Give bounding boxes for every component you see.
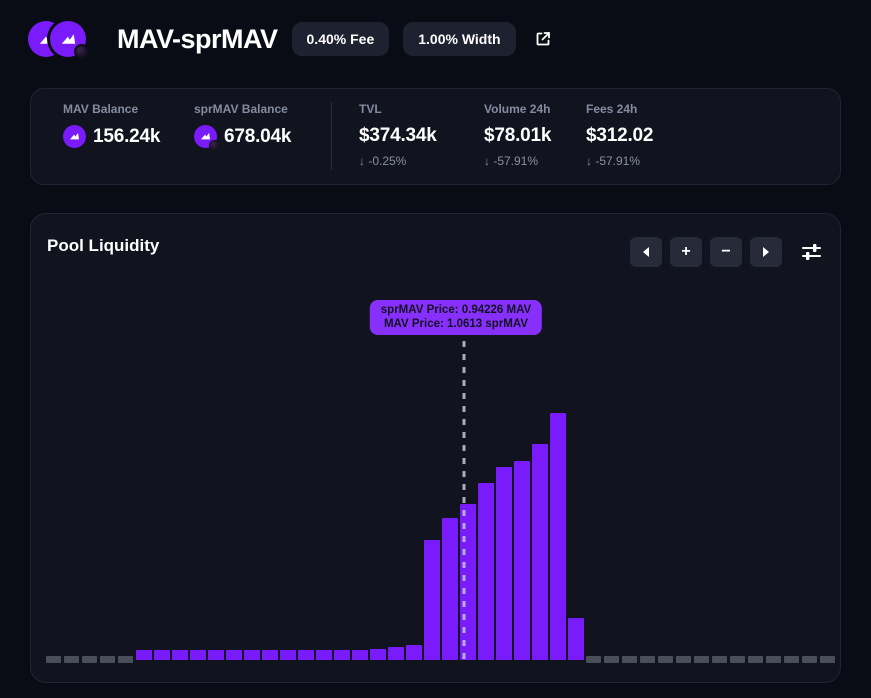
empty-bin[interactable] <box>784 656 799 663</box>
empty-bin[interactable] <box>802 656 817 663</box>
stats-divider <box>331 102 332 170</box>
liquidity-bin[interactable] <box>172 650 188 660</box>
empty-bin[interactable] <box>82 656 97 663</box>
liquidity-bin[interactable] <box>388 647 404 660</box>
empty-bin[interactable] <box>586 656 601 663</box>
stat-label: Fees 24h <box>586 102 638 116</box>
sprmav-token-icon <box>50 21 89 59</box>
liquidity-bin[interactable] <box>442 518 458 660</box>
chain-badge-icon <box>74 44 89 59</box>
tooltip-mav-price: MAV Price: 1.0613 sprMAV <box>383 317 529 330</box>
empty-bin[interactable] <box>730 656 745 663</box>
stat-mav-balance: MAV Balance 156.24k <box>63 102 160 148</box>
pan-left-button[interactable] <box>630 237 662 267</box>
stat-change: ↓ -0.25% <box>359 154 407 168</box>
empty-bin[interactable] <box>766 656 781 663</box>
empty-bin[interactable] <box>694 656 709 663</box>
sprmav-token-icon-small <box>194 125 220 151</box>
pool-header: MAV-sprMAV 0.40% Fee 1.00% Width <box>28 18 843 60</box>
chart-controls: + − <box>630 237 824 267</box>
liquidity-bin[interactable] <box>532 444 548 660</box>
liquidity-bin[interactable] <box>136 650 152 660</box>
liquidity-bin[interactable] <box>568 618 584 660</box>
mav-wave-glyph <box>39 33 53 44</box>
liquidity-bin[interactable] <box>316 650 332 660</box>
fee-badge: 0.40% Fee <box>291 22 390 56</box>
pool-liquidity-title: Pool Liquidity <box>47 236 160 255</box>
stat-fees-24h: Fees 24h $312.02 ↓ -57.91% <box>586 102 653 168</box>
stat-volume-24h: Volume 24h $78.01k ↓ -57.91% <box>484 102 551 168</box>
liquidity-bin[interactable] <box>190 650 206 660</box>
liquidity-bin[interactable] <box>154 650 170 660</box>
stat-label: Volume 24h <box>484 102 551 116</box>
empty-bin[interactable] <box>640 656 655 663</box>
liquidity-bin[interactable] <box>460 504 476 660</box>
liquidity-chart: sprMAV Price: 0.94226 MAV MAV Price: 1.0… <box>31 214 840 682</box>
pan-right-button[interactable] <box>750 237 782 267</box>
stat-change: ↓ -57.91% <box>484 154 539 168</box>
liquidity-bin[interactable] <box>244 650 260 660</box>
empty-bin[interactable] <box>100 656 115 663</box>
stat-change: ↓ -57.91% <box>586 154 641 168</box>
sprmav-wave-glyph <box>61 33 75 44</box>
empty-bin[interactable] <box>64 656 79 663</box>
empty-bin[interactable] <box>748 656 763 663</box>
stat-sprmav-balance: sprMAV Balance 678.04k <box>194 102 292 151</box>
tooltip-sprmav-price: sprMAV Price: 0.94226 MAV <box>380 304 532 316</box>
liquidity-bin[interactable] <box>496 467 512 660</box>
liquidity-bin[interactable] <box>370 649 386 660</box>
empty-bin[interactable] <box>676 656 691 663</box>
empty-bin[interactable] <box>658 656 673 663</box>
stat-label: MAV Balance <box>63 102 139 116</box>
empty-bin[interactable] <box>46 656 61 663</box>
stat-tvl: TVL $374.34k ↓ -0.25% <box>359 102 437 168</box>
liquidity-bin[interactable] <box>208 650 224 660</box>
right-arrow-icon <box>763 247 769 257</box>
sliders-icon <box>802 244 821 260</box>
zoom-out-button[interactable]: − <box>710 237 742 267</box>
price-tooltip: sprMAV Price: 0.94226 MAV MAV Price: 1.0… <box>369 300 543 335</box>
token-pair-logo <box>28 20 100 59</box>
plus-icon: + <box>681 243 691 260</box>
liquidity-bin[interactable] <box>352 650 368 660</box>
stat-value: 678.04k <box>224 125 292 147</box>
liquidity-bin[interactable] <box>424 540 440 660</box>
liquidity-bin[interactable] <box>334 650 350 660</box>
empty-bin[interactable] <box>604 656 619 663</box>
liquidity-bin[interactable] <box>226 650 242 660</box>
empty-bin[interactable] <box>820 656 835 663</box>
empty-bin[interactable] <box>622 656 637 663</box>
zoom-in-button[interactable]: + <box>670 237 702 267</box>
external-link-icon[interactable] <box>534 29 554 49</box>
width-badge: 1.00% Width <box>403 22 516 56</box>
page-title: MAV-sprMAV <box>117 23 278 54</box>
liquidity-bin[interactable] <box>406 645 422 660</box>
empty-bin[interactable] <box>712 656 727 663</box>
chart-settings-button[interactable] <box>798 239 824 265</box>
mav-token-icon-small <box>63 125 86 148</box>
empty-bin[interactable] <box>118 656 133 663</box>
minus-icon: − <box>721 243 731 260</box>
liquidity-bin[interactable] <box>280 650 296 660</box>
left-arrow-icon <box>643 247 649 257</box>
pool-stats-card: MAV Balance 156.24k sprMAV Balance 678.0… <box>30 88 841 185</box>
stat-value: $78.01k <box>484 125 552 146</box>
stat-label: TVL <box>359 102 382 116</box>
stat-value: 156.24k <box>93 125 161 147</box>
liquidity-bin[interactable] <box>478 483 494 660</box>
stat-label: sprMAV Balance <box>194 102 288 116</box>
liquidity-bin[interactable] <box>298 650 314 660</box>
stat-value: $312.02 <box>586 125 654 146</box>
chain-badge-icon-small <box>209 140 220 151</box>
stat-value: $374.34k <box>359 125 437 146</box>
liquidity-bin[interactable] <box>514 461 530 660</box>
liquidity-bin[interactable] <box>262 650 278 660</box>
pool-liquidity-card: Pool Liquidity + − sprMAV Price: 0.94226… <box>30 213 841 683</box>
liquidity-bin[interactable] <box>550 413 566 660</box>
